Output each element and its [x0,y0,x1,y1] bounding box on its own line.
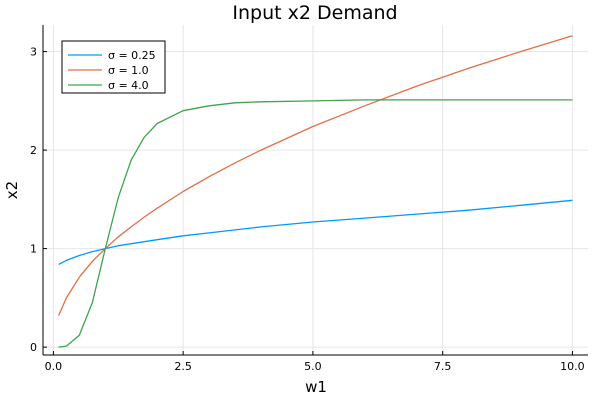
x-tick-label: 10.0 [560,360,585,373]
axes [42,25,588,356]
series-line-2 [58,35,573,316]
legend: σ = 0.25 σ = 1.0 σ = 4.0 [61,40,166,94]
y-tick-label: 3 [30,46,37,59]
x-axis-label: w1 [305,378,327,396]
ticks: 0.0 2.5 5.0 7.5 10.0 0 1 2 3 [30,46,585,373]
series-lines [58,35,573,348]
chart-title: Input x2 Demand [232,2,397,24]
y-tick-label: 2 [30,144,37,157]
x-tick-label: 5.0 [304,360,322,373]
x-tick-label: 7.5 [434,360,452,373]
x-tick-label: 0.0 [45,360,63,373]
legend-box [61,40,166,94]
series-line-1 [58,199,573,265]
series-line-3 [58,99,573,348]
legend-label-2: σ = 1.0 [108,64,149,77]
x-tick-label: 2.5 [174,360,192,373]
legend-label-3: σ = 4.0 [108,79,149,92]
legend-label-1: σ = 0.25 [108,49,156,62]
y-axis-label: x2 [3,181,21,199]
grid [43,25,588,355]
y-tick-label: 1 [30,243,37,256]
y-tick-label: 0 [30,341,37,354]
